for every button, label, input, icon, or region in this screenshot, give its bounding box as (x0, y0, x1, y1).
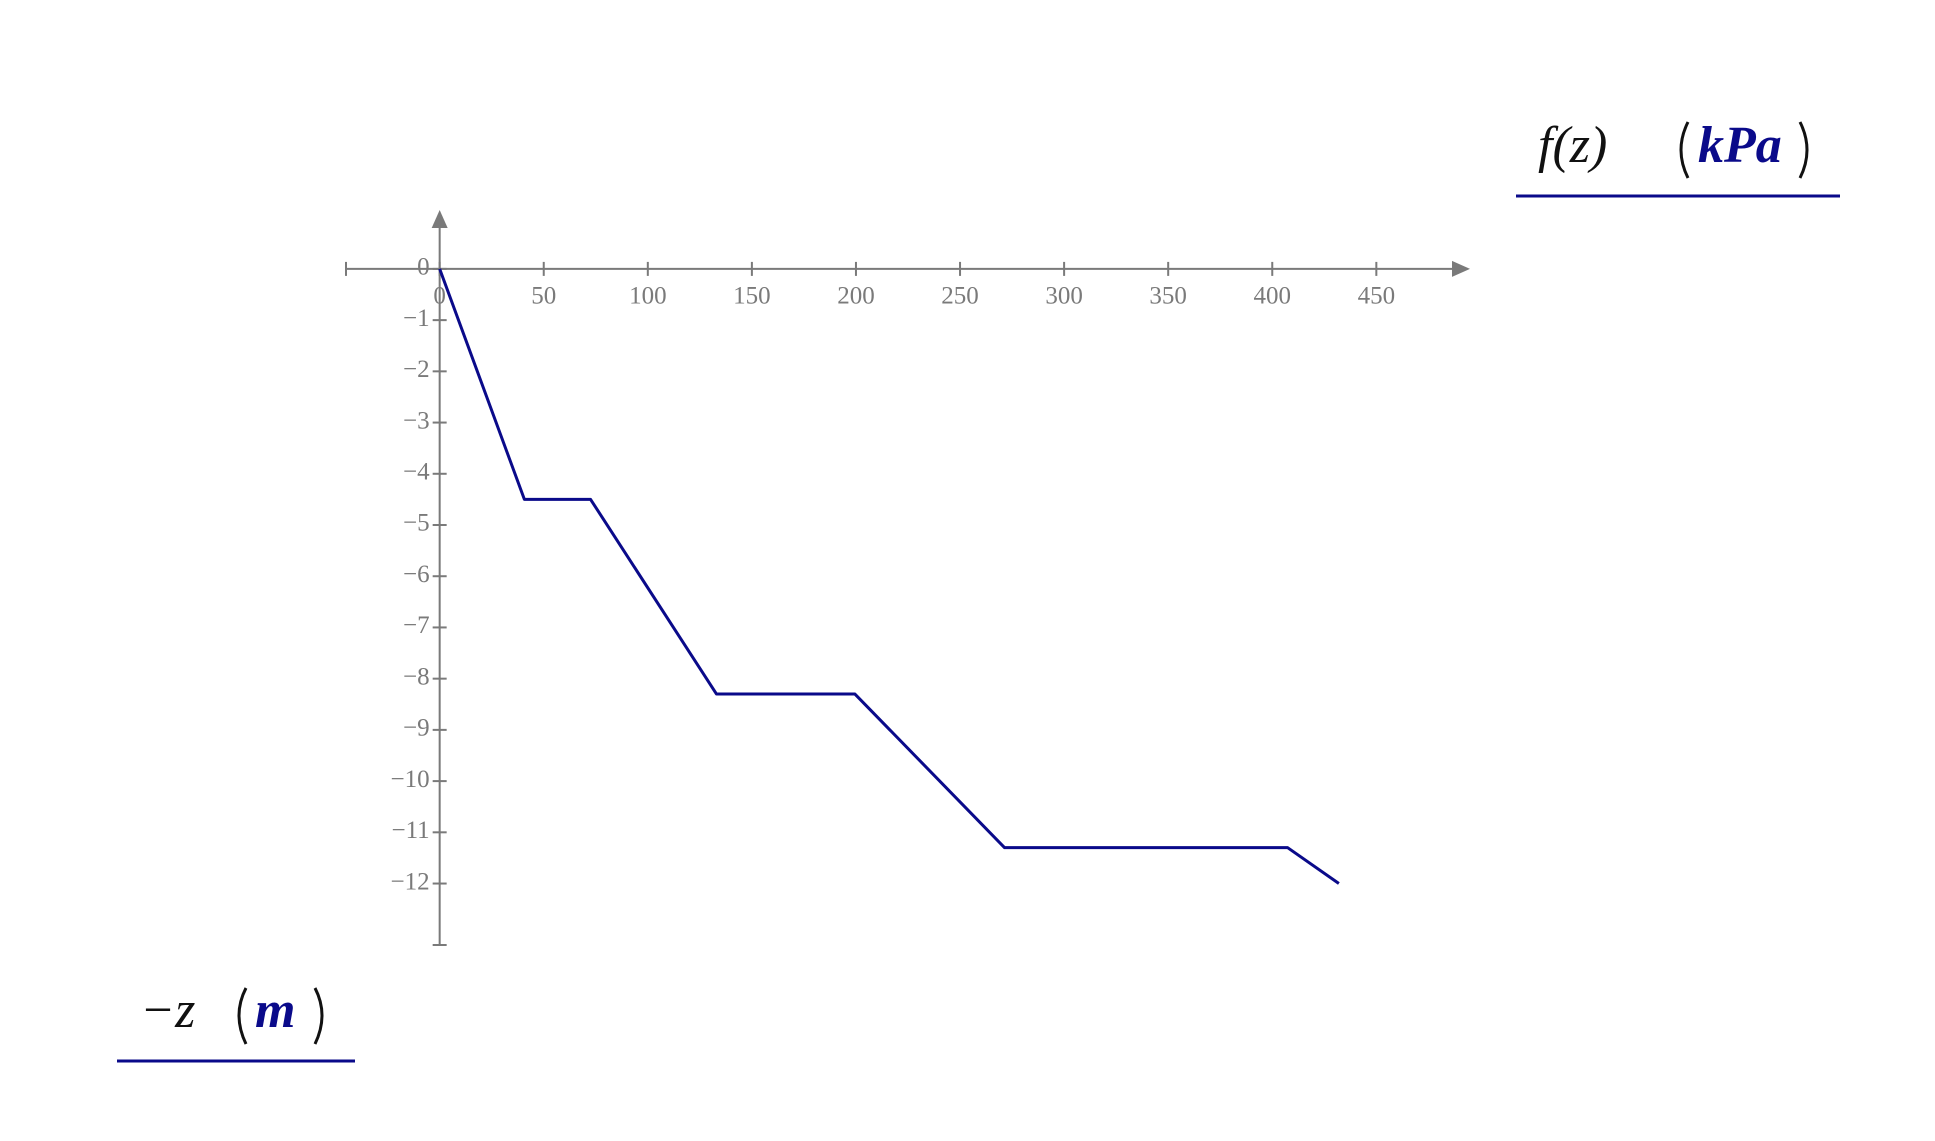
y-tick-label: −12 (391, 868, 430, 895)
y-tick-label: −11 (391, 817, 429, 844)
x-tick-label: 300 (1045, 283, 1083, 310)
y-tick-label: −5 (403, 510, 430, 537)
y-tick-label: −1 (403, 305, 430, 332)
x-tick-label: 0 (433, 283, 446, 310)
y-tick-label: −3 (403, 407, 430, 434)
y-tick-label: −4 (403, 459, 430, 486)
x-tick-label: 250 (941, 283, 979, 310)
y-tick-label: −6 (403, 561, 430, 588)
y-tick-label: 0 (417, 254, 430, 281)
paren (313, 987, 324, 1045)
x-tick-label: 200 (837, 283, 875, 310)
paren (1798, 121, 1809, 179)
x-axis-unit: kPa (1698, 117, 1782, 174)
x-axis-arrow (1452, 260, 1470, 277)
y-tick-label: −8 (403, 663, 430, 690)
x-tick-label: 150 (733, 283, 771, 310)
y-tick-label: −7 (403, 612, 430, 639)
paren (1679, 121, 1690, 179)
x-tick-label: 350 (1149, 283, 1187, 310)
data-line (438, 268, 1340, 885)
x-axis-label: f(z) (1538, 117, 1607, 174)
y-axis-unit: m (255, 982, 295, 1039)
y-axis-label: −z (140, 982, 195, 1039)
y-tick-label: −10 (391, 766, 430, 793)
x-tick-label: 400 (1254, 283, 1292, 310)
y-tick-label: −2 (403, 356, 430, 383)
x-tick-label: 450 (1358, 283, 1396, 310)
paren (237, 987, 248, 1045)
y-axis-arrow (431, 210, 448, 228)
y-tick-label: −9 (403, 715, 430, 742)
x-tick-label: 100 (629, 283, 667, 310)
x-tick-label: 50 (531, 283, 556, 310)
